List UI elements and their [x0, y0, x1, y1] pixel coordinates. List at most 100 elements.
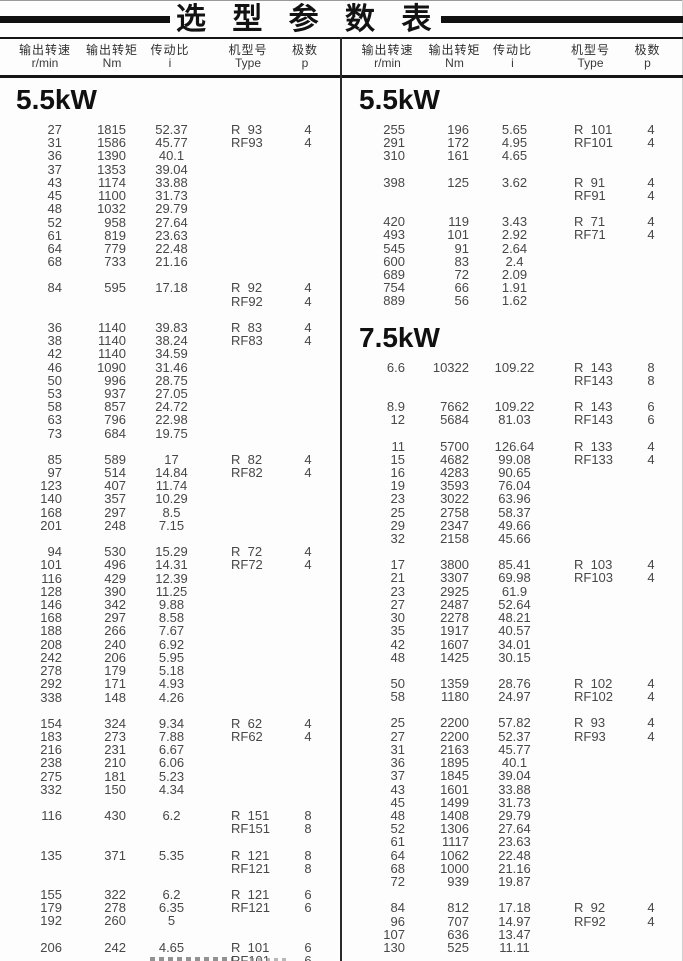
cell-spacer — [560, 479, 574, 492]
table-row: 188 266 7.67 — [0, 624, 341, 637]
cell-spacer — [217, 453, 231, 466]
cell-poles: 6 — [286, 954, 330, 961]
cell-spacer — [560, 149, 574, 162]
table-row: 183 273 7.88 RF62 4 — [0, 730, 341, 743]
cell-poles — [286, 361, 330, 374]
table-row: 68 733 21.16 — [0, 255, 341, 268]
table-block: 154 324 9.34 R 62 4 183 273 7.88 RF62 4 216 231 6.67… — [0, 717, 341, 796]
table-row: 68 1000 21.16 — [343, 862, 683, 875]
cell-type — [231, 651, 286, 664]
column-header-type-cn: 机型号 — [228, 43, 268, 57]
table-row: 43 1601 33.88 — [343, 783, 683, 796]
cell-spacer — [217, 136, 231, 149]
cell-speed: 25 — [390, 716, 405, 730]
column-header-type: 机型号 Type — [220, 43, 276, 70]
cell-torque: 56 — [454, 294, 469, 308]
cell-ratio: 3.62 — [501, 175, 528, 189]
cell-ratio: 22.48 — [155, 241, 188, 256]
cell-torque: 1140 — [98, 320, 126, 335]
cell-speed: 332 — [40, 782, 62, 797]
cell-spacer — [560, 796, 574, 809]
table-header-right: 输出转速 r/min 输出转矩 Nm 传动比 i 机型号 Type 极数 p — [343, 39, 683, 75]
cell-torque: 231 — [104, 743, 126, 757]
cell-type — [574, 862, 629, 875]
cell-type — [574, 849, 629, 862]
cell-torque: 324 — [104, 716, 126, 730]
column-header-type: 机型号 Type — [563, 43, 619, 70]
cell-speed: 25 — [390, 505, 405, 519]
cell-ratio: 40.57 — [498, 624, 531, 638]
cell-torque: 1359 — [440, 677, 469, 691]
table-row: 11 5700 126.64 R 133 4 — [343, 440, 683, 453]
cell-poles: 4 — [304, 320, 312, 335]
cell-ratio: 48.21 — [498, 611, 531, 625]
column-header-torque: 输出转矩 Nm — [427, 43, 483, 70]
cell-ratio: 34.01 — [498, 637, 531, 651]
column-header-poles: 极数 p — [277, 43, 333, 70]
cell-poles — [286, 229, 330, 242]
cell-type — [574, 796, 629, 809]
cell-ratio: 17.18 — [498, 901, 531, 915]
cell-ratio: 13.47 — [498, 927, 531, 941]
cell-poles: 4 — [647, 215, 655, 229]
cell-ratio: 4.93 — [158, 677, 185, 691]
cell-ratio: 52.37 — [498, 729, 531, 743]
cell-speed: 61 — [390, 835, 405, 849]
cell-speed: 45 — [47, 189, 62, 203]
cell-speed: 31 — [47, 136, 62, 150]
cell-torque: 148 — [104, 690, 126, 704]
cell-type: RF143 — [574, 373, 614, 388]
cell-spacer — [560, 242, 574, 255]
cell-type — [574, 809, 629, 822]
table-block: 255 196 5.65 R 101 4 291 172 4.95 RF101 4 310 161 4.… — [343, 123, 683, 163]
cell-speed: 123 — [40, 479, 62, 493]
cell-torque: 278 — [104, 901, 126, 915]
cell-spacer — [217, 347, 231, 360]
table-block: 11 5700 126.64 R 133 4 15 4682 99.08 RF133 4 16 428… — [343, 440, 683, 546]
table-row: 36 1140 39.83 R 83 4 — [0, 321, 341, 334]
cell-ratio — [126, 295, 217, 308]
cell-poles: 4 — [647, 228, 655, 242]
cell-poles — [286, 189, 330, 202]
cell-spacer — [560, 598, 574, 611]
cell-speed: 32 — [390, 532, 405, 546]
cell-type — [574, 255, 629, 268]
cell-speed: 600 — [383, 254, 405, 268]
cell-ratio: 5.95 — [158, 650, 185, 665]
data-column-right: 5.5kW 255 196 5.65 R 101 4 291 172 4.95 RF101 4 310… — [343, 78, 683, 961]
cell-torque: 161 — [447, 149, 469, 163]
cell-speed: 48 — [390, 808, 405, 823]
cell-type — [231, 691, 286, 704]
column-header-speed-unit: r/min — [31, 56, 59, 70]
cell-ratio: 39.04 — [155, 162, 188, 176]
cell-spacer — [217, 914, 231, 927]
table-row: 50 1359 28.76 R 102 4 — [343, 677, 683, 690]
cell-spacer — [217, 229, 231, 242]
cell-type: RF93 — [574, 729, 606, 743]
cell-type: RF71 — [574, 228, 606, 242]
cell-torque: 707 — [447, 914, 469, 928]
table-row: 35 1917 40.57 — [343, 624, 683, 637]
cell-torque: 1090 — [97, 360, 126, 374]
cell-type: RF91 — [574, 188, 606, 203]
cell-ratio: 11.25 — [155, 584, 188, 598]
cell-poles — [286, 624, 330, 637]
cell-torque: 496 — [104, 558, 126, 572]
cell-speed: 398 — [383, 175, 405, 189]
table-row: 58 1180 24.97 RF102 4 — [343, 690, 683, 703]
scan-cutoff-artifact — [150, 957, 232, 961]
cell-spacer — [560, 440, 574, 453]
cell-ratio: 45.66 — [498, 532, 531, 546]
cell-type: R 72 — [231, 545, 263, 559]
cell-speed: 168 — [40, 505, 62, 519]
cell-spacer — [560, 809, 574, 822]
table-row: RF1016 — [0, 954, 341, 961]
table-row: 8.9 7662 109.22 R 143 6 — [343, 400, 683, 413]
cell-spacer — [217, 730, 231, 743]
cell-ratio: 6.92 — [158, 637, 185, 651]
table-row: 201 248 7.15 — [0, 519, 341, 532]
cell-torque: 242 — [104, 940, 126, 954]
table-block: 27 1815 52.37 R 93 4 31 1586 45.77 RF93 4 36 1390 40… — [0, 123, 341, 268]
cell-poles — [286, 651, 330, 664]
cell-speed: 35 — [390, 624, 405, 638]
